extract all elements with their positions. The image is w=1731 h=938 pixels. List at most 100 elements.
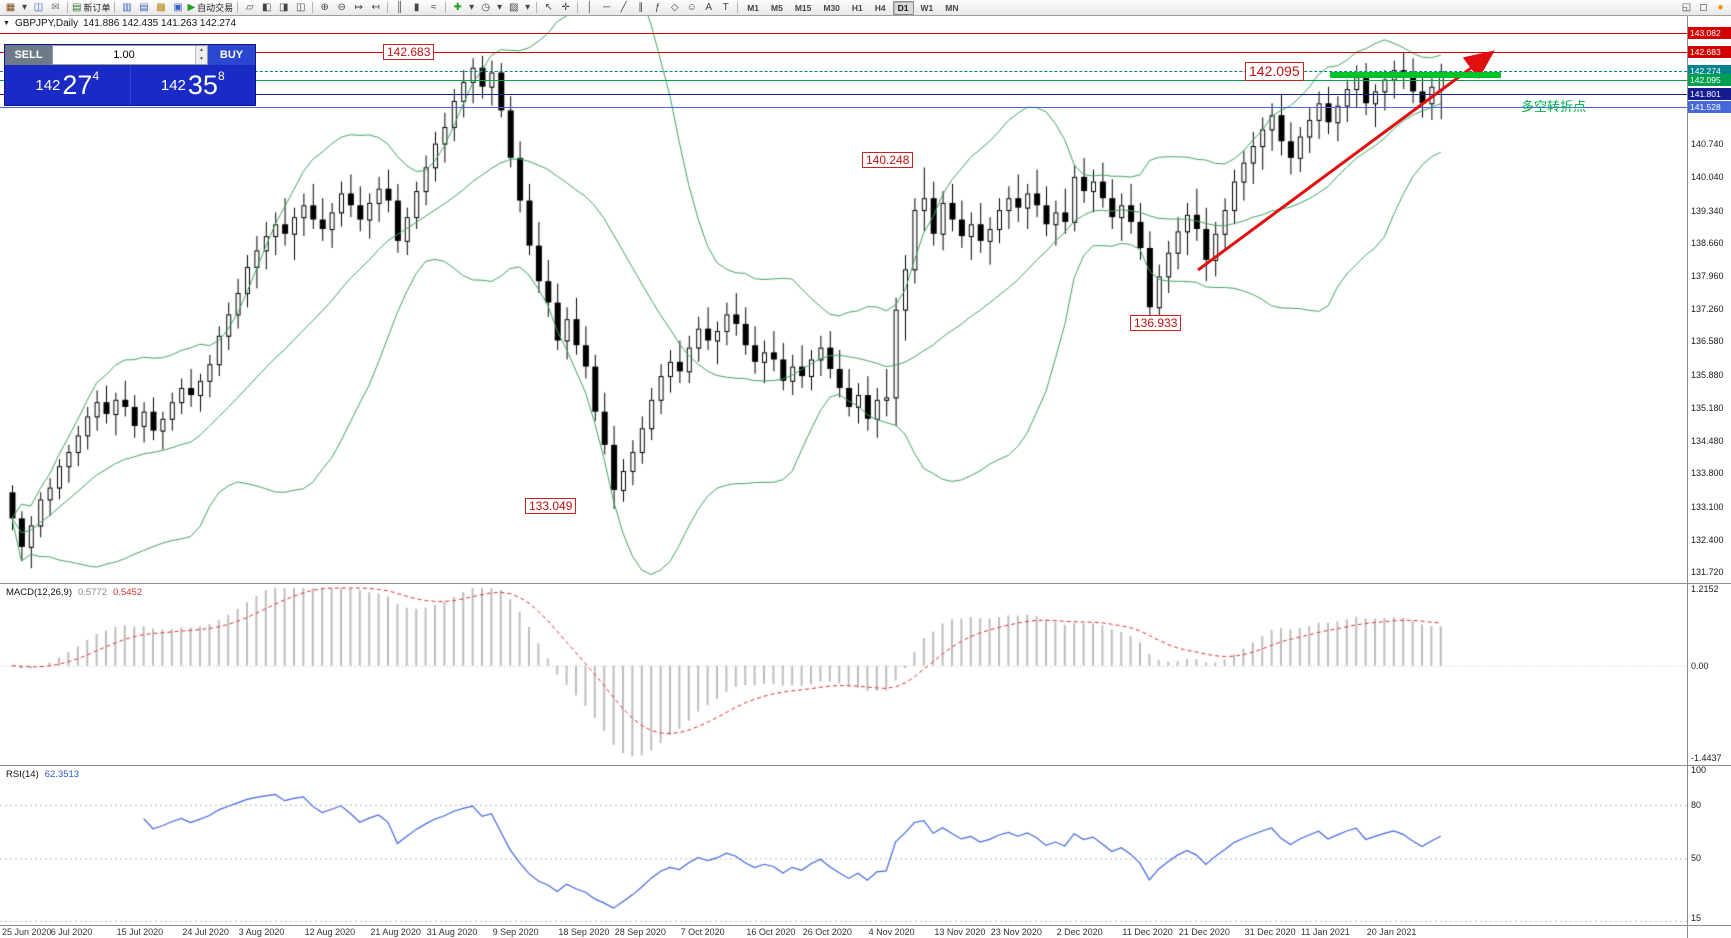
date-axis-border [0, 925, 1731, 926]
cascade-windows-icon[interactable]: ◧ [258, 1, 275, 15]
mail-icon[interactable]: ✉ [47, 1, 64, 15]
auto-scroll-icon[interactable]: ↦ [350, 1, 367, 15]
chart-quick-menu-icon[interactable]: ▼ [3, 20, 10, 27]
shapes-icon[interactable]: ◇ [666, 1, 683, 15]
price-annotation[interactable]: 142.683 [383, 44, 435, 61]
price-axis-label: 132.400 [1691, 534, 1724, 545]
date-axis-label: 28 Sep 2020 [614, 927, 666, 937]
timeframe-w1[interactable]: W1 [920, 2, 934, 13]
cascade-windows-icon-glyph: ◧ [261, 1, 272, 13]
turning-point-annotation[interactable]: 多空转折点 [1521, 99, 1587, 114]
data-window-icon[interactable]: ▤ [135, 1, 152, 15]
buy-button[interactable]: BUY [208, 45, 255, 65]
candlestick-chart-icon[interactable]: ▮ [408, 1, 425, 15]
price-annotation[interactable]: 133.049 [525, 498, 577, 515]
price-level-badge: 143.082 [1688, 27, 1731, 39]
tile-horizontally-icon[interactable]: ◨ [275, 1, 292, 15]
indicators-icon[interactable]: ✚ [449, 1, 466, 15]
text-label-icon[interactable]: T [717, 1, 734, 15]
volume-spinner: ▲ ▼ [195, 46, 207, 64]
timeframe-d1[interactable]: D1 [892, 0, 914, 15]
profiles-icon[interactable]: ◫ [30, 1, 47, 15]
templates-dropdown-icon[interactable]: ▾ [522, 1, 533, 15]
timeframe-m30[interactable]: M30 [823, 2, 840, 13]
volume-up-icon[interactable]: ▲ [196, 46, 207, 55]
cursor-icon[interactable]: ↖ [540, 1, 557, 15]
arrows-icon-glyph: ☺ [686, 1, 697, 13]
chart-shift-icon[interactable]: ↤ [367, 1, 384, 15]
timeframe-h1[interactable]: H1 [851, 2, 863, 13]
volume-input[interactable] [53, 49, 195, 61]
volume-down-icon[interactable]: ▼ [196, 55, 207, 64]
community-icon[interactable]: ● [1712, 1, 1729, 15]
zoom-in-icon[interactable]: ⊕ [316, 1, 333, 15]
docking-icon[interactable]: ◱ [1678, 1, 1695, 15]
macd-panel-canvas[interactable] [0, 583, 1687, 765]
price-axis-label: 133.100 [1691, 501, 1724, 512]
price-level-line[interactable] [0, 80, 1687, 81]
timeframe-m15[interactable]: M15 [794, 2, 812, 13]
sell-price[interactable]: 142 27 4 [5, 65, 131, 105]
buy-price[interactable]: 142 35 8 [131, 65, 256, 105]
templates-icon[interactable]: ▨ [505, 1, 522, 15]
fullscreen-icon-glyph: ◻ [1699, 1, 1708, 13]
macd-axis-label: 0.00 [1691, 660, 1709, 671]
price-level-line[interactable] [0, 94, 1687, 95]
price-axis-label: 135.880 [1691, 369, 1724, 380]
price-level-badge: 141.528 [1688, 100, 1731, 113]
terminal-icon[interactable]: ▣ [169, 1, 186, 15]
fibonacci-icon-glyph: ƒ [654, 1, 661, 13]
price-level-line[interactable] [0, 71, 1687, 72]
timeframe-m5[interactable]: M5 [771, 2, 783, 13]
arrows-icon[interactable]: ☺ [683, 1, 700, 15]
navigator-icon[interactable]: ▩ [152, 1, 169, 15]
new-order-button[interactable]: ▤ 新订单 [71, 1, 111, 15]
symbol-period-label: GBPJPY,Daily [14, 18, 79, 29]
rsi-separator[interactable] [0, 765, 1731, 766]
price-annotation[interactable]: 136.933 [1130, 315, 1182, 332]
timeframe-m1[interactable]: M1 [747, 2, 759, 13]
auto-trading-button-icon: ▶ [187, 1, 196, 13]
macd-signal-value: 0.5452 [113, 587, 143, 598]
periods-dropdown-icon[interactable]: ▾ [494, 1, 505, 15]
zoom-out-icon[interactable]: ⊖ [333, 1, 350, 15]
fullscreen-icon[interactable]: ◻ [1695, 1, 1712, 15]
fibonacci-icon[interactable]: ƒ [649, 1, 666, 15]
price-level-line[interactable] [0, 107, 1687, 108]
market-watch-icon[interactable]: ▥ [118, 1, 135, 15]
sell-price-pips: 27 [62, 69, 93, 100]
line-chart-icon[interactable]: ≈ [425, 1, 442, 15]
auto-trading-button[interactable]: ▶ 自动交易 [186, 1, 234, 15]
horizontal-line-icon[interactable]: ─ [598, 1, 615, 15]
price-axis-label: 140.040 [1691, 172, 1724, 183]
resistance-highlight-bar[interactable] [1330, 72, 1501, 78]
bar-chart-icon[interactable]: ║ [391, 1, 408, 15]
periods-icon[interactable]: ◷ [477, 1, 494, 15]
indicators-icon-glyph: ✚ [453, 1, 462, 13]
price-axis-label: 131.720 [1691, 567, 1724, 577]
price-axis-label: 133.800 [1691, 468, 1724, 479]
timeframe-h4[interactable]: H4 [874, 2, 886, 13]
sell-button[interactable]: SELL [5, 45, 52, 65]
price-annotation[interactable]: 142.095 [1245, 62, 1304, 81]
periods-icon-glyph: ◷ [481, 1, 491, 13]
trendline-icon[interactable]: ╱ [615, 1, 632, 15]
crosshair-icon[interactable]: ✛ [557, 1, 574, 15]
text-icon[interactable]: A [700, 1, 717, 15]
new-chart-icon[interactable]: ▦ [2, 1, 19, 15]
indicators-dropdown-icon[interactable]: ▾ [466, 1, 477, 15]
price-annotation[interactable]: 140.248 [862, 152, 914, 169]
price-level-line[interactable] [0, 33, 1687, 34]
new-chart-dropdown-icon[interactable]: ▾ [19, 1, 30, 15]
date-axis-label: 3 Aug 2020 [238, 927, 285, 937]
price-level-line[interactable] [0, 52, 1687, 53]
horizontal-line-icon-glyph: ─ [603, 1, 611, 13]
timeframe-mn[interactable]: MN [945, 2, 959, 13]
tile-vertically-icon[interactable]: ◫ [292, 1, 309, 15]
vertical-line-icon[interactable]: │ [581, 1, 598, 15]
equidistant-channel-icon[interactable]: ∥ [632, 1, 649, 15]
new-window-icon[interactable]: ▱ [241, 1, 258, 15]
macd-separator[interactable] [0, 583, 1731, 584]
rsi-panel-canvas[interactable] [0, 765, 1687, 925]
